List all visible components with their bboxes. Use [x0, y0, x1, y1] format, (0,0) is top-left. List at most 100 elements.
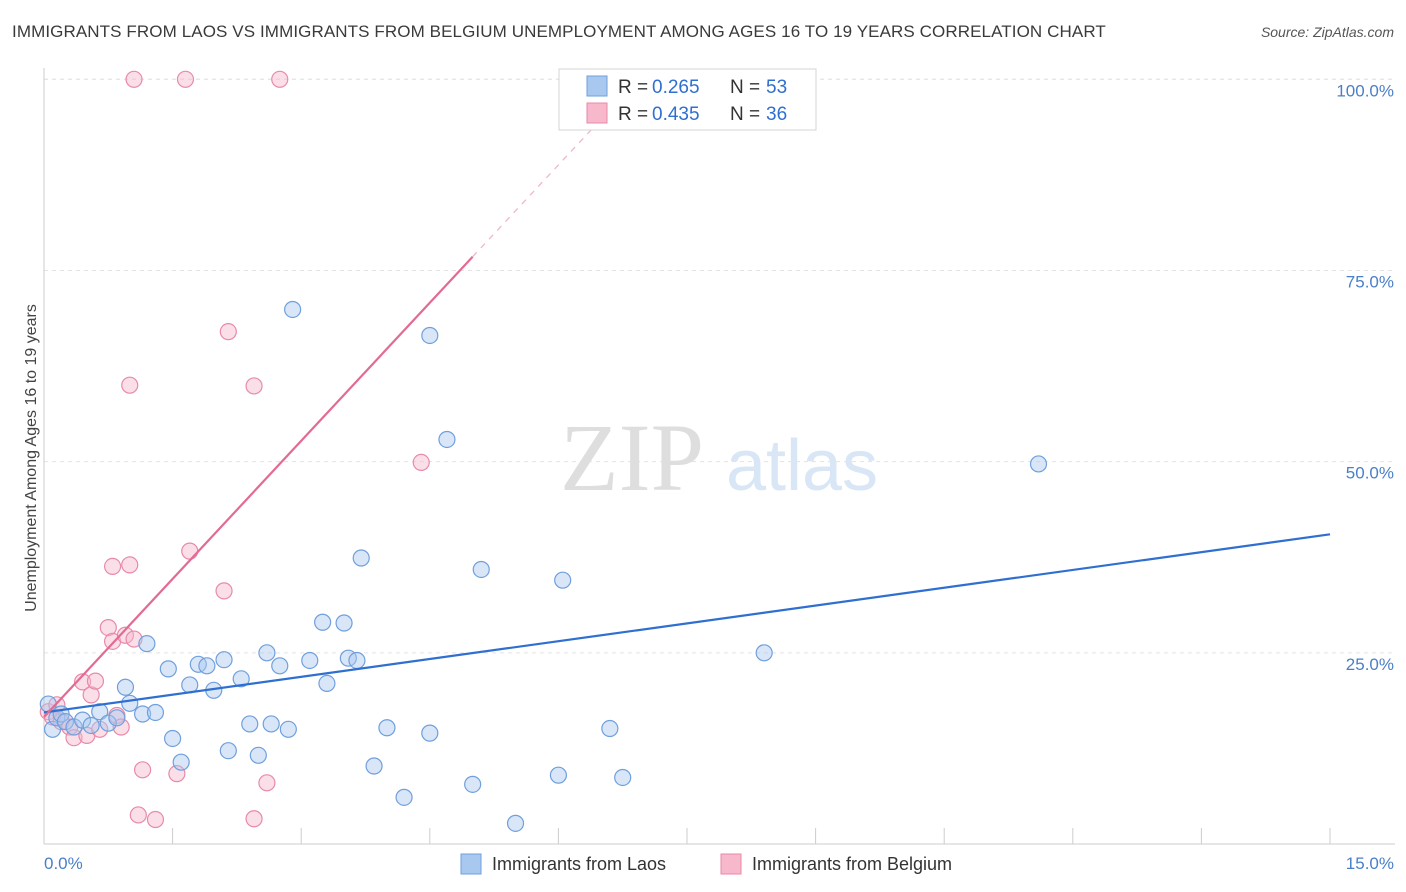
point-laos-29	[262, 715, 280, 733]
point-belgium-30	[245, 810, 263, 828]
point-laos-25	[232, 670, 250, 688]
trend-line-belgium	[43, 255, 474, 718]
point-belgium-33	[412, 453, 430, 472]
point-belgium-9	[86, 672, 105, 690]
trend-line-belgium-extension	[472, 109, 611, 258]
point-belgium-29	[245, 377, 263, 395]
point-laos-40	[365, 757, 383, 775]
point-belgium-20	[129, 806, 147, 824]
point-laos-45	[438, 430, 456, 449]
point-belgium-10	[91, 720, 109, 738]
legend-n-label-laos: N =	[730, 77, 760, 98]
legend-swatch-laos	[586, 75, 608, 97]
point-belgium-16	[125, 630, 143, 648]
point-laos-36	[335, 614, 353, 632]
point-laos-39	[352, 549, 370, 567]
gridlines	[44, 78, 1395, 654]
point-laos-51	[601, 719, 619, 738]
point-laos-26	[241, 715, 259, 733]
point-laos-11	[116, 678, 135, 696]
point-belgium-17	[133, 761, 152, 779]
point-laos-34	[314, 613, 332, 631]
point-belgium-19	[121, 556, 139, 574]
point-laos-38	[348, 651, 366, 670]
tick-labels: 25.0% 50.0% 75.0% 100.0% 0.0% 15.0%	[44, 81, 1394, 873]
bottom-legend-swatch-laos	[460, 853, 482, 875]
point-belgium-23	[125, 70, 143, 88]
point-laos-23	[215, 651, 233, 669]
point-laos-28	[258, 644, 276, 662]
point-belgium-24	[176, 70, 195, 88]
point-belgium-22	[121, 376, 139, 394]
bottom-legend-label-laos: Immigrants from Laos	[492, 854, 666, 874]
legend-r-value-belgium: 0.435	[652, 104, 700, 125]
bottom-legend-swatch-belgium	[720, 853, 742, 875]
legend-swatch-belgium	[586, 102, 608, 124]
x-tick-label-0: 0.0%	[44, 854, 83, 873]
point-laos-10	[108, 709, 126, 727]
point-laos-15	[138, 635, 156, 653]
point-laos-31	[279, 720, 297, 738]
point-laos-17	[164, 729, 182, 748]
data-points	[39, 70, 1048, 832]
point-laos-43	[421, 724, 439, 742]
axes	[43, 68, 1395, 845]
y-tick-label-25: 25.0%	[1346, 655, 1394, 674]
point-laos-13	[133, 705, 152, 723]
point-laos-47	[472, 560, 490, 579]
point-laos-52	[614, 768, 632, 787]
point-belgium-21	[146, 810, 165, 829]
point-laos-42	[395, 788, 413, 806]
y-tick-label-100: 100.0%	[1336, 81, 1394, 100]
y-tick-label-50: 50.0%	[1346, 464, 1394, 483]
point-laos-5	[65, 718, 83, 736]
point-laos-46	[464, 775, 482, 793]
y-axis-label: Unemployment Among Ages 16 to 19 years	[23, 304, 40, 612]
point-belgium-32	[271, 70, 289, 88]
point-belgium-15	[116, 626, 135, 644]
legend-n-label-belgium: N =	[730, 104, 760, 125]
point-laos-20	[189, 655, 207, 673]
trend-lines	[43, 109, 1331, 718]
trend-line-laos	[43, 533, 1331, 714]
point-laos-33	[301, 651, 319, 670]
point-laos-14	[146, 703, 165, 722]
point-belgium-11	[99, 618, 117, 637]
point-laos-6	[73, 711, 92, 729]
point-laos-41	[378, 719, 396, 737]
point-laos-16	[159, 660, 177, 678]
watermark-atlas: atlas	[726, 426, 878, 506]
point-belgium-14	[112, 718, 130, 736]
watermark-zip: ZIP	[560, 404, 704, 511]
legend: R = 0.265 N = 53 R = 0.435 N = 36	[558, 68, 817, 131]
point-laos-49	[549, 766, 568, 784]
point-belgium-28	[219, 323, 237, 341]
point-belgium-18	[103, 557, 122, 576]
point-laos-32	[284, 300, 302, 319]
legend-r-value-laos: 0.265	[652, 77, 700, 98]
point-laos-30	[271, 657, 289, 675]
point-laos-35	[318, 674, 336, 693]
y-tick-label-75: 75.0%	[1346, 272, 1394, 291]
point-belgium-26	[181, 542, 199, 560]
legend-n-value-belgium: 36	[766, 104, 787, 125]
point-laos-9	[99, 714, 117, 732]
point-laos-54	[1029, 455, 1048, 473]
legend-n-value-laos: 53	[766, 77, 787, 98]
point-belgium-6	[73, 673, 92, 691]
point-laos-50	[554, 571, 572, 589]
point-laos-4	[56, 713, 75, 731]
chart-source: Source: ZipAtlas.com	[1260, 24, 1394, 40]
x-tick-label-15: 15.0%	[1346, 854, 1394, 873]
point-laos-7	[82, 716, 100, 735]
bottom-legend: Immigrants from Laos Immigrants from Bel…	[460, 853, 952, 875]
point-laos-53	[755, 644, 773, 662]
point-belgium-27	[215, 582, 233, 600]
legend-r-label-laos: R =	[618, 77, 648, 98]
point-belgium-8	[82, 686, 100, 704]
point-laos-27	[249, 746, 267, 764]
point-laos-12	[121, 694, 139, 712]
point-laos-44	[421, 326, 439, 345]
watermark: ZIP atlas	[560, 404, 878, 511]
